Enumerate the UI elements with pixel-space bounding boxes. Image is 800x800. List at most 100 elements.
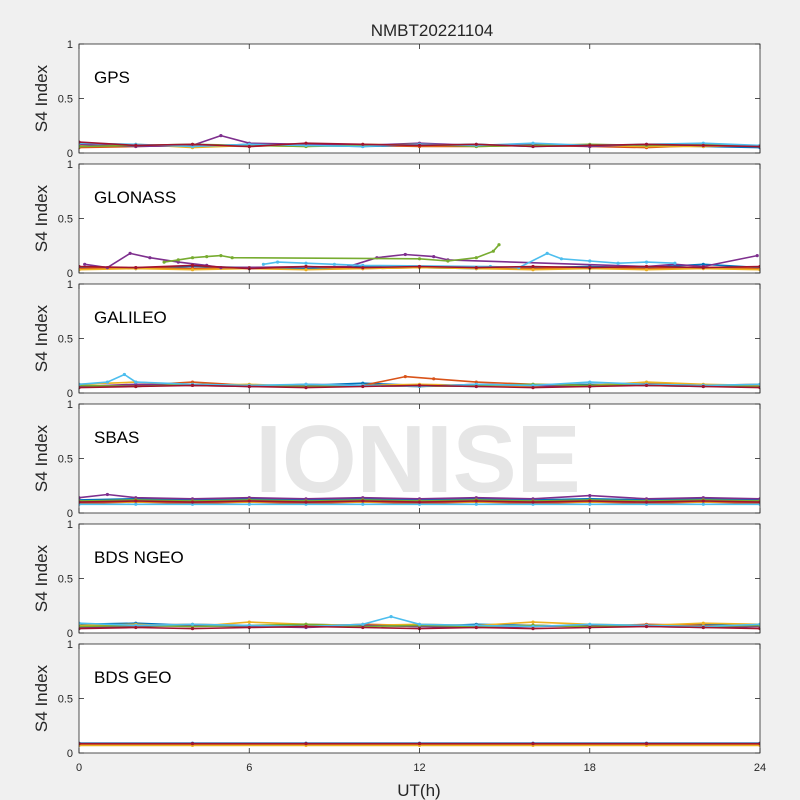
data-point: [531, 383, 535, 387]
data-point: [389, 615, 393, 619]
data-point: [219, 254, 223, 258]
data-point: [701, 384, 705, 389]
data-point: [190, 263, 195, 267]
data-point: [701, 262, 705, 266]
data-point: [304, 502, 308, 506]
y-tick-label: 1: [67, 279, 73, 291]
data-point: [417, 257, 422, 261]
data-point: [644, 264, 649, 269]
data-point: [361, 496, 365, 500]
plot-area: [79, 524, 760, 633]
panel-label: GPS: [94, 68, 130, 87]
data-point: [644, 500, 649, 504]
y-tick-label: 1: [67, 159, 73, 171]
data-point: [531, 141, 535, 145]
panel-bds-ngeo: 0 0.5 1 BDS NGEO S4 Index: [32, 519, 761, 640]
plot-area: [79, 44, 760, 153]
y-tick-label: 0.5: [58, 214, 73, 226]
data-point: [644, 383, 649, 387]
data-point: [304, 143, 308, 147]
y-tick-label: 0: [67, 268, 73, 280]
data-point: [588, 143, 592, 147]
data-point: [247, 496, 251, 500]
data-point: [701, 499, 705, 503]
data-layer: [79, 243, 760, 272]
data-point: [190, 144, 195, 149]
series-4: [162, 243, 501, 264]
data-layer: [79, 615, 760, 631]
y-tick-label: 0: [67, 388, 73, 400]
data-point: [134, 496, 138, 500]
data-point: [134, 502, 138, 506]
series-6: [79, 263, 760, 271]
data-point: [361, 381, 365, 385]
y-tick-label: 0.5: [58, 694, 73, 706]
y-tick-label: 0.5: [58, 454, 73, 466]
data-point: [432, 255, 436, 259]
y-tick-label: 0: [67, 628, 73, 640]
data-point: [304, 497, 308, 501]
data-point: [644, 268, 649, 272]
data-point: [134, 380, 138, 384]
data-point: [755, 254, 759, 258]
data-point: [588, 625, 592, 630]
data-point: [531, 268, 535, 272]
data-point: [644, 497, 649, 501]
y-axis-label: S4 Index: [32, 184, 51, 252]
data-point: [432, 377, 436, 381]
plot-area: [79, 644, 760, 753]
data-point: [190, 380, 195, 384]
plot-area: [79, 404, 760, 513]
data-point: [531, 497, 535, 501]
data-point: [474, 380, 478, 384]
data-point: [304, 500, 308, 504]
data-point: [134, 625, 138, 630]
data-point: [474, 496, 478, 500]
panel-sbas: 0 0.5 1 SBAS S4 Index: [32, 399, 761, 520]
data-point: [588, 622, 592, 626]
watermark: IONISE: [255, 406, 580, 513]
data-point: [304, 382, 308, 386]
data-point: [361, 622, 365, 626]
series-line: [84, 252, 758, 269]
x-tick-label: 18: [584, 762, 596, 774]
data-point: [190, 383, 195, 387]
data-point: [190, 500, 195, 504]
data-point: [491, 249, 495, 253]
data-point: [531, 742, 535, 746]
data-point: [644, 142, 649, 146]
series-5: [79, 502, 760, 506]
data-point: [361, 499, 365, 503]
data-point: [474, 499, 478, 503]
data-point: [497, 243, 501, 247]
data-point: [247, 144, 251, 149]
data-point: [304, 268, 308, 272]
data-point: [644, 742, 649, 746]
data-point: [531, 620, 535, 624]
data-point: [474, 256, 478, 260]
data-point: [134, 266, 138, 270]
data-point: [261, 262, 265, 266]
panel-gps: 0 0.5 1 GPS S4 Index: [32, 39, 761, 160]
data-point: [122, 372, 126, 377]
data-point: [417, 264, 422, 269]
data-point: [105, 492, 109, 497]
data-point: [403, 252, 407, 257]
data-layer: [79, 492, 760, 506]
data-point: [247, 142, 251, 146]
data-point: [176, 258, 180, 262]
data-point: [701, 266, 705, 270]
data-point: [190, 256, 195, 260]
x-axis-label: UT(h): [397, 781, 440, 800]
panel-label: SBAS: [94, 428, 139, 447]
data-point: [247, 620, 251, 624]
y-axis-label: S4 Index: [32, 304, 51, 372]
data-point: [276, 260, 280, 264]
data-point: [417, 497, 422, 501]
data-point: [361, 502, 365, 506]
y-axis-label: S4 Index: [32, 424, 51, 492]
data-point: [361, 263, 365, 267]
data-point: [417, 500, 422, 504]
data-point: [701, 143, 705, 147]
